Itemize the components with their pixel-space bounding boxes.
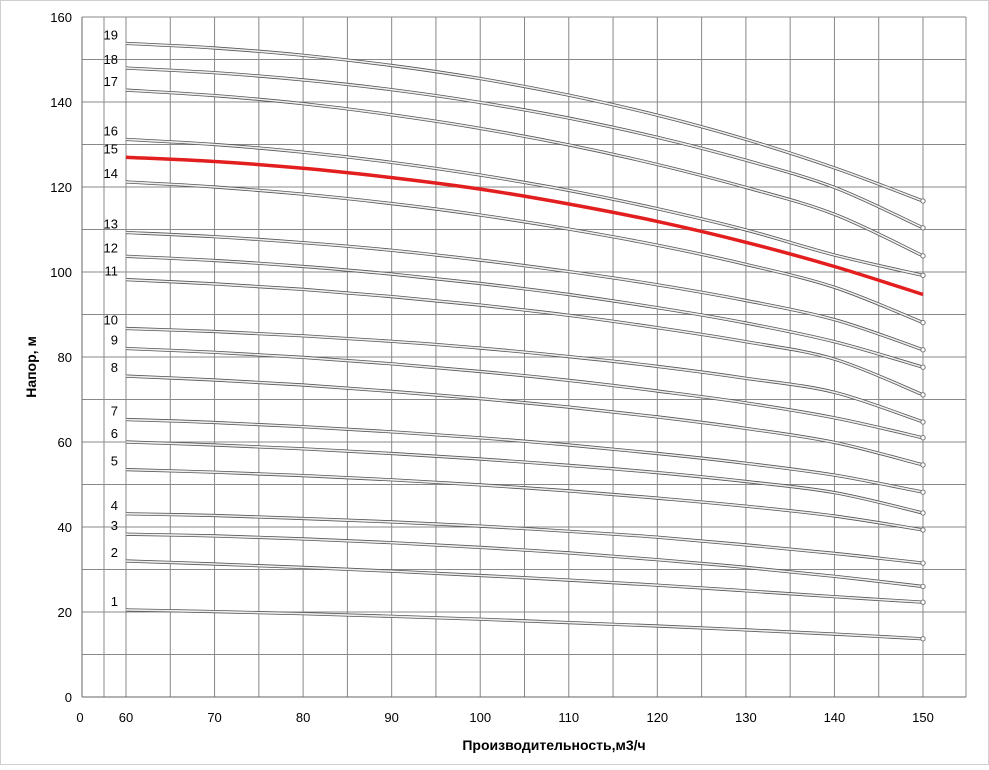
series-label-12: 12	[104, 240, 118, 255]
series-line-18	[125, 67, 924, 229]
x-tick-label: 120	[646, 710, 668, 725]
x-tick-label: 90	[384, 710, 398, 725]
series-end-marker-18	[920, 225, 926, 231]
series-end-marker-1	[920, 636, 926, 642]
grid-lines	[82, 16, 967, 698]
y-tick-label: 60	[58, 435, 72, 450]
x-axis-title: Производительность,м3/ч	[462, 737, 645, 753]
series-label-14: 14	[104, 166, 118, 181]
series-label-19: 19	[104, 27, 118, 42]
x-tick-label: 100	[469, 710, 491, 725]
series-line-6	[125, 441, 924, 514]
series-label-3: 3	[111, 518, 118, 533]
series-end-marker-3	[920, 583, 926, 590]
series-line-7	[125, 418, 924, 493]
series-line-2	[125, 560, 924, 603]
series-label-17: 17	[104, 74, 118, 89]
x-tick-label: 70	[207, 710, 221, 725]
series-end-marker-13	[920, 347, 926, 353]
y-tick-label: 160	[50, 10, 72, 25]
series-line-9	[125, 347, 924, 439]
y-tick-label: 100	[50, 265, 72, 280]
x-tick-label: 0	[76, 710, 83, 725]
x-tick-labels: 0 60 70 80 90 100 110 120 130 140 150	[76, 710, 933, 725]
series-line-4	[125, 513, 924, 564]
series-label-9: 9	[111, 333, 118, 348]
series-end-marker-8	[920, 462, 926, 468]
series-line-3	[125, 533, 924, 588]
series-lines	[125, 41, 926, 642]
series-line-5	[125, 468, 924, 531]
y-axis-title: Напор, м	[23, 336, 39, 398]
series-label-5: 5	[111, 454, 118, 469]
series-label-18: 18	[104, 52, 118, 67]
y-tick-label: 20	[58, 605, 72, 620]
series-end-marker-12	[920, 364, 926, 370]
series-label-1: 1	[111, 594, 118, 609]
x-tick-label: 130	[735, 710, 757, 725]
y-tick-label: 140	[50, 95, 72, 110]
x-tick-label: 60	[119, 710, 133, 725]
series-line-12	[125, 255, 924, 368]
x-tick-label: 150	[912, 710, 934, 725]
series-line-15	[125, 155, 924, 297]
series-line-17	[125, 89, 924, 257]
series-line-10	[125, 327, 924, 423]
y-tick-label: 80	[58, 350, 72, 365]
x-tick-label: 110	[558, 710, 579, 725]
series-line-8	[125, 375, 924, 466]
series-label-16: 16	[104, 123, 118, 138]
x-tick-label: 140	[824, 710, 846, 725]
series-label-4: 4	[111, 498, 118, 513]
series-end-marker-10	[920, 419, 926, 425]
y-tick-label: 0	[65, 690, 72, 705]
series-line-14	[125, 181, 924, 324]
series-line-1	[125, 609, 924, 640]
series-end-marker-11	[920, 392, 926, 398]
series-line-16	[125, 138, 924, 277]
series-label-2: 2	[111, 545, 118, 560]
series-end-marker-14	[920, 319, 926, 326]
series-end-marker-5	[920, 527, 926, 533]
axes	[81, 17, 966, 698]
series-label-10: 10	[104, 313, 118, 328]
series-label-15: 15	[104, 141, 118, 156]
series-end-marker-19	[920, 198, 926, 204]
y-tick-label: 40	[58, 520, 72, 535]
series-end-marker-16	[920, 272, 926, 279]
series-end-marker-6	[920, 510, 926, 516]
series-label-8: 8	[111, 360, 118, 375]
y-tick-label: 120	[50, 180, 72, 195]
series-end-marker-7	[920, 489, 926, 495]
series-end-marker-4	[920, 560, 926, 566]
series-end-marker-2	[920, 599, 926, 605]
series-line-13	[125, 231, 924, 351]
series-line-11	[125, 278, 924, 396]
series-label-7: 7	[111, 403, 118, 418]
series-label-11: 11	[105, 264, 119, 279]
y-tick-labels: 0 20 40 60 80 100 120 140 160	[50, 10, 72, 705]
series-label-13: 13	[104, 216, 118, 231]
series-end-marker-17	[920, 253, 926, 259]
series-line-19	[125, 42, 924, 202]
series-end-marker-9	[920, 435, 926, 441]
x-tick-label: 80	[296, 710, 310, 725]
series-label-6: 6	[111, 426, 118, 441]
